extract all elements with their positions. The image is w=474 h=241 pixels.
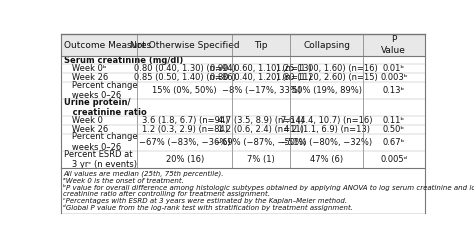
Bar — [61, 34, 425, 56]
Text: 1.2 (0.3, 2.9) (n=84): 1.2 (0.3, 2.9) (n=84) — [142, 125, 228, 134]
Text: Week 0ᵇ: Week 0ᵇ — [64, 64, 106, 73]
Text: ᶜPercentages with ESRD at 3 years were estimated by the Kaplan–Meier method.: ᶜPercentages with ESRD at 3 years were e… — [64, 198, 347, 204]
Text: 1.2 (0.6, 2.4) (n=11): 1.2 (0.6, 2.4) (n=11) — [218, 125, 304, 134]
Text: 4.2 (1.1, 6.9) (n=13): 4.2 (1.1, 6.9) (n=13) — [283, 125, 370, 134]
Text: Serum creatinine (mg/dl): Serum creatinine (mg/dl) — [64, 56, 183, 65]
Text: Week 0: Week 0 — [64, 116, 102, 125]
Text: 15% (0%, 50%): 15% (0%, 50%) — [153, 86, 217, 95]
Text: 1.80 (1.20, 2.60) (n=15): 1.80 (1.20, 2.60) (n=15) — [276, 73, 377, 82]
Text: Percent change
   weeks 0–26: Percent change weeks 0–26 — [64, 81, 137, 100]
Text: Week 26: Week 26 — [64, 125, 108, 134]
Text: 20% (16): 20% (16) — [165, 155, 204, 164]
Text: 50% (19%, 89%): 50% (19%, 89%) — [292, 86, 362, 95]
Text: 3.6 (1.8, 6.7) (n=94): 3.6 (1.8, 6.7) (n=94) — [142, 116, 228, 125]
Text: 0.80 (0.40, 1.30) (n=94): 0.80 (0.40, 1.30) (n=94) — [134, 64, 236, 73]
Text: 4.7 (3.5, 8.9) (n=14): 4.7 (3.5, 8.9) (n=14) — [218, 116, 304, 125]
Text: All values are median (25th, 75th percentile).: All values are median (25th, 75th percen… — [64, 171, 224, 177]
Text: Urine protein/
   creatinine ratio: Urine protein/ creatinine ratio — [64, 98, 146, 117]
Text: −51% (−80%, −32%): −51% (−80%, −32%) — [281, 138, 372, 147]
Text: 7.6 (4.4, 10.7) (n=16): 7.6 (4.4, 10.7) (n=16) — [281, 116, 372, 125]
Text: 0.67ᵇ: 0.67ᵇ — [383, 138, 405, 147]
Text: −69% (−87%, −50%): −69% (−87%, −50%) — [216, 138, 307, 147]
Text: ᵃWeek 0 is the onset of treatment.: ᵃWeek 0 is the onset of treatment. — [64, 178, 184, 184]
Text: P
Value: P Value — [382, 35, 406, 55]
Text: 0.01ᵇ: 0.01ᵇ — [383, 64, 405, 73]
Text: Percent ESRD at
   3 yrᶜ (n events): Percent ESRD at 3 yrᶜ (n events) — [64, 150, 137, 169]
Text: 0.80 (0.40, 1.20) (n=11): 0.80 (0.40, 1.20) (n=11) — [210, 73, 312, 82]
Text: 0.85 (0.50, 1.40) (n=86): 0.85 (0.50, 1.40) (n=86) — [134, 73, 236, 82]
Text: −8% (−17%, 33%): −8% (−17%, 33%) — [221, 86, 301, 95]
Text: 0.13ᵇ: 0.13ᵇ — [383, 86, 405, 95]
Text: 0.003ᵇ: 0.003ᵇ — [380, 73, 408, 82]
Text: 7% (1): 7% (1) — [247, 155, 275, 164]
Text: Percent change
   weeks 0–26: Percent change weeks 0–26 — [64, 133, 137, 152]
Text: 0.50ᵇ: 0.50ᵇ — [383, 125, 405, 134]
Text: 47% (6): 47% (6) — [310, 155, 343, 164]
Text: ᵈGlobal P value from the log-rank test with stratification by treatment assignme: ᵈGlobal P value from the log-rank test w… — [64, 204, 353, 211]
Text: 0.005ᵈ: 0.005ᵈ — [380, 155, 407, 164]
Text: Not Otherwise Specified: Not Otherwise Specified — [130, 41, 239, 50]
Text: ᵇP value for overall difference among histologic subtypes obtained by applying A: ᵇP value for overall difference among hi… — [64, 184, 474, 191]
Text: Outcome Measures: Outcome Measures — [64, 41, 151, 50]
Text: −67% (−83%, −36%): −67% (−83%, −36%) — [139, 138, 230, 147]
Text: creatinine ratio after controlling for treatment assignment.: creatinine ratio after controlling for t… — [64, 191, 270, 197]
Text: 0.90 (0.60, 1.10) (n=13): 0.90 (0.60, 1.10) (n=13) — [210, 64, 312, 73]
Text: 1.25 (1.00, 1.60) (n=16): 1.25 (1.00, 1.60) (n=16) — [276, 64, 377, 73]
Text: 0.11ᵇ: 0.11ᵇ — [383, 116, 405, 125]
Text: Collapsing: Collapsing — [303, 41, 350, 50]
Text: Week 26: Week 26 — [64, 73, 108, 82]
Text: Tip: Tip — [255, 41, 268, 50]
